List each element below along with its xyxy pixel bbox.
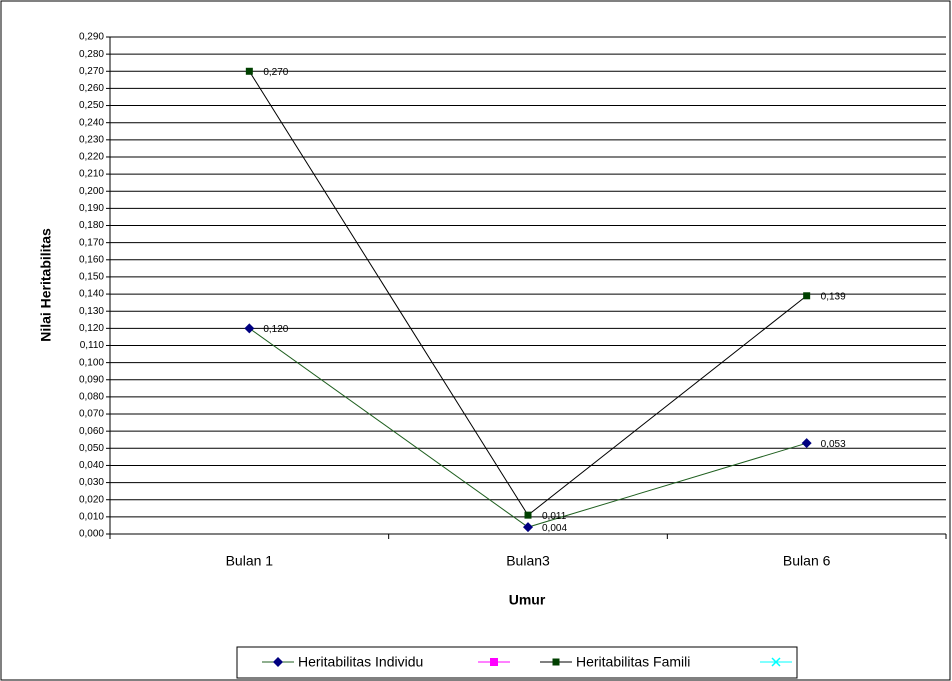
y-tick-label: 0,050: [79, 443, 104, 454]
y-tick-label: 0,080: [79, 392, 104, 403]
legend-marker: [771, 657, 781, 667]
y-tick-label: 0,000: [79, 529, 104, 540]
data-label: 0,139: [821, 291, 846, 302]
legend: [236, 646, 798, 679]
legend-marker: [490, 658, 498, 666]
y-tick-label: 0,190: [79, 203, 104, 214]
data-point: [245, 67, 253, 75]
y-tick-label: 0,020: [79, 494, 104, 505]
x-tick-label: Bulan3: [506, 553, 550, 569]
x-tick-label: Bulan 6: [783, 553, 831, 569]
y-tick-label: 0,230: [79, 134, 104, 145]
x-tick-label: Bulan 1: [226, 553, 274, 569]
data-point: [801, 438, 812, 449]
data-label: 0,053: [821, 439, 846, 450]
y-tick-label: 0,040: [79, 460, 104, 471]
y-tick-label: 0,120: [79, 323, 104, 334]
y-tick-label: 0,010: [79, 512, 104, 523]
x-axis-title: Umur: [509, 592, 546, 608]
y-tick-label: 0,130: [79, 306, 104, 317]
y-tick-label: 0,240: [79, 117, 104, 128]
y-tick-label: 0,110: [80, 340, 105, 351]
data-point: [244, 323, 255, 334]
legend-marker: [273, 657, 283, 667]
y-tick-label: 0,280: [79, 49, 104, 60]
y-tick-label: 0,100: [79, 357, 104, 368]
y-axis-title: Nilai Heritabilitas: [38, 228, 54, 342]
y-tick-label: 0,150: [79, 272, 104, 283]
y-tick-label: 0,030: [79, 477, 104, 488]
y-tick-label: 0,060: [79, 426, 104, 437]
data-label: 0,011: [542, 511, 567, 522]
data-point: [524, 511, 532, 519]
y-tick-label: 0,250: [79, 100, 104, 111]
y-tick-label: 0,070: [79, 409, 104, 420]
y-tick-label: 0,220: [79, 152, 104, 163]
legend-label: Heritabilitas Famili: [576, 654, 690, 670]
legend-extra: [478, 657, 792, 667]
y-tick-label: 0,160: [79, 254, 104, 265]
y-tick-label: 0,140: [79, 289, 104, 300]
y-tick-label: 0,200: [79, 186, 104, 197]
legend-label: Heritabilitas Individu: [298, 654, 423, 670]
data-label: 0,270: [263, 67, 288, 78]
data-label: 0,120: [263, 324, 288, 335]
y-tick-label: 0,180: [79, 220, 104, 231]
data-point: [523, 522, 533, 533]
data-label: 0,004: [542, 523, 567, 534]
legend-marker: [552, 658, 560, 666]
y-tick-label: 0,260: [79, 83, 104, 94]
data-point: [803, 292, 811, 300]
y-tick-label: 0,290: [79, 32, 104, 43]
y-tick-label: 0,090: [79, 374, 104, 385]
y-tick-label: 0,210: [79, 169, 104, 180]
y-tick-label: 0,170: [79, 237, 104, 248]
y-tick-label: 0,270: [79, 66, 104, 77]
